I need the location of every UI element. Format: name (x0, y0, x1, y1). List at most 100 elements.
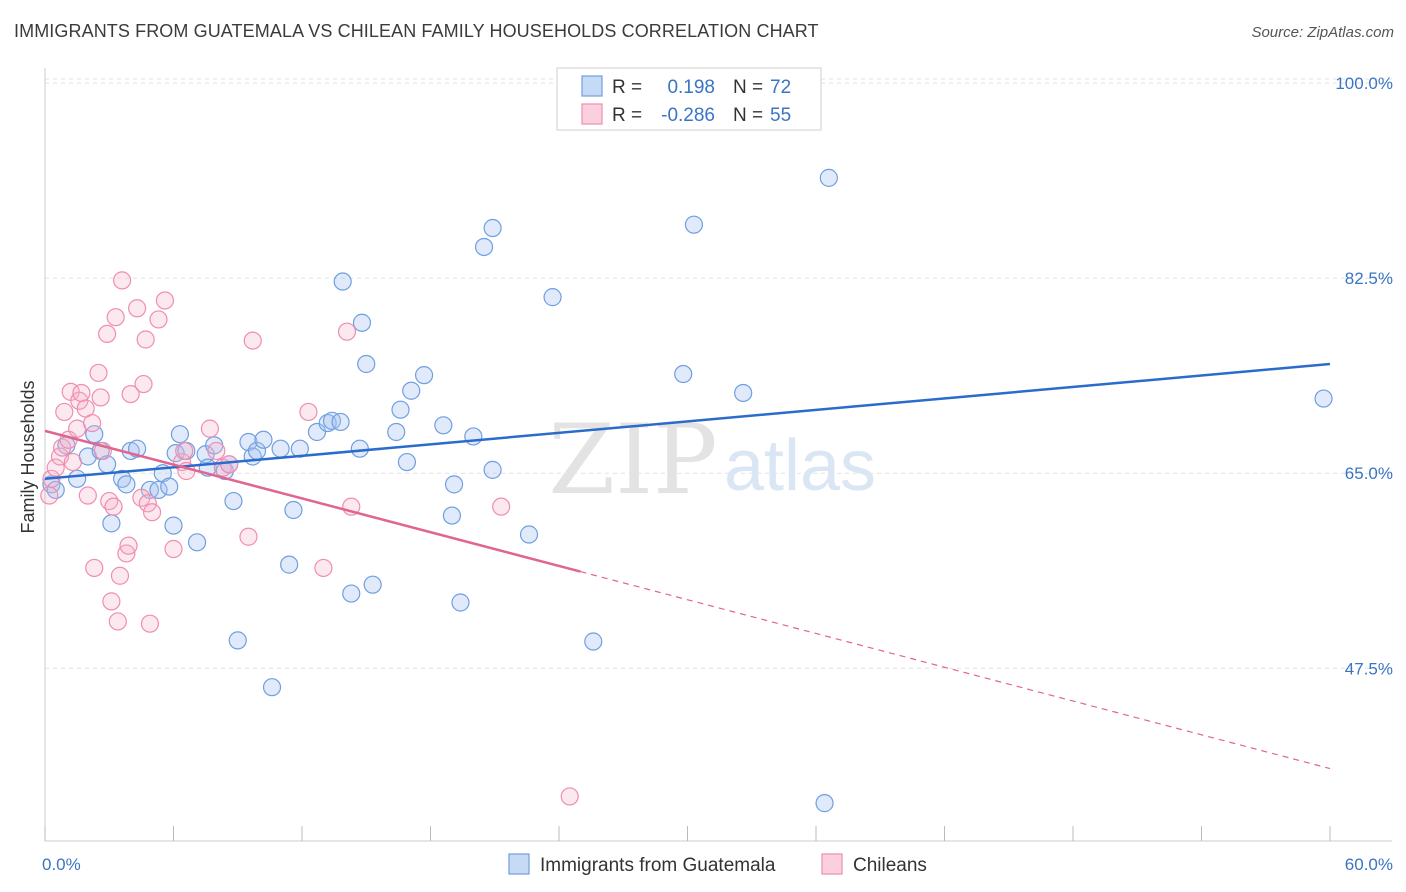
bottom-legend-label-chileans: Chileans (853, 855, 927, 876)
point-chileans (138, 494, 157, 513)
point-chileans (63, 452, 82, 472)
point-guatemala (674, 364, 693, 384)
point-guatemala (262, 678, 282, 697)
point-chileans (110, 566, 130, 585)
point-guatemala (464, 427, 483, 446)
point-guatemala (149, 480, 168, 500)
point-chileans (106, 308, 125, 327)
point-guatemala (352, 313, 372, 332)
point-chileans (89, 363, 108, 383)
point-guatemala (474, 237, 494, 257)
point-guatemala (519, 525, 539, 544)
point-guatemala (414, 366, 434, 385)
point-guatemala (434, 416, 453, 435)
axes (44, 68, 1392, 842)
watermark: ZIP atlas (548, 404, 876, 516)
trend-line-chileans-dashed (580, 570, 1331, 770)
point-chileans (83, 413, 102, 433)
x-tick-label-min: 0.0% (42, 855, 81, 874)
point-chileans (55, 402, 74, 422)
chart-title: IMMIGRANTS FROM GUATEMALA VS CHILEAN FAM… (14, 21, 819, 41)
point-chileans (112, 271, 132, 290)
point-guatemala (819, 168, 838, 187)
point-chileans (164, 539, 183, 559)
point-chileans (72, 383, 91, 403)
watermark-zip: ZIP (548, 404, 717, 516)
trend-lines (44, 362, 1331, 770)
point-chileans (337, 322, 357, 341)
point-chileans (239, 527, 258, 546)
y-tick-label: 100.0% (1335, 74, 1393, 93)
point-guatemala (284, 500, 303, 520)
point-chileans (98, 324, 117, 344)
legend-n-value-1: 72 (770, 77, 791, 98)
point-chileans (102, 592, 121, 611)
point-guatemala (734, 383, 753, 403)
point-chileans (108, 612, 127, 631)
point-guatemala (254, 430, 273, 449)
point-chileans (119, 536, 138, 555)
bottom-legend-swatch-guatemala (508, 853, 530, 875)
gridlines (45, 78, 1392, 669)
legend-n-label-1: N = (733, 77, 763, 98)
point-chileans (299, 402, 318, 422)
legend-r-value-2: -0.286 (661, 105, 715, 126)
point-chileans (140, 614, 160, 633)
point-guatemala (363, 575, 382, 594)
point-chileans (175, 441, 194, 461)
watermark-atlas: atlas (724, 426, 876, 506)
point-guatemala (442, 506, 462, 525)
legend-swatch-chileans (581, 103, 603, 125)
point-chileans (492, 497, 511, 516)
point-guatemala (387, 422, 406, 442)
point-guatemala (102, 514, 121, 533)
point-guatemala (342, 584, 361, 603)
point-guatemala (187, 533, 207, 552)
point-chileans (127, 299, 147, 318)
point-guatemala (160, 477, 179, 496)
point-chileans (207, 441, 226, 461)
source-label: Source: ZipAtlas.com (1251, 24, 1394, 41)
point-chileans (155, 291, 175, 310)
point-chileans (314, 558, 333, 578)
legend-n-label-2: N = (733, 105, 763, 126)
bottom-legend-label-guatemala: Immigrants from Guatemala (540, 855, 776, 876)
point-guatemala (350, 439, 369, 458)
point-guatemala (280, 555, 299, 574)
point-chileans (40, 486, 59, 505)
point-guatemala (444, 475, 464, 494)
point-chileans (134, 374, 153, 394)
point-chileans (85, 558, 104, 578)
point-chileans (136, 330, 155, 349)
point-guatemala (170, 425, 190, 444)
legend-r-label-2: R = (612, 105, 642, 126)
point-guatemala (397, 452, 417, 472)
point-chileans (91, 388, 110, 407)
point-guatemala (584, 632, 603, 651)
trend-line-guatemala (44, 362, 1331, 481)
point-guatemala (333, 272, 352, 291)
point-guatemala (543, 288, 562, 307)
point-chileans (243, 331, 262, 350)
legend-n-value-2: 55 (770, 105, 791, 126)
point-chileans (220, 455, 239, 474)
y-tick-label: 65.0% (1345, 464, 1393, 483)
legend-r-value-1: 0.198 (667, 77, 715, 98)
point-chileans (560, 787, 579, 806)
point-guatemala (483, 218, 502, 238)
x-tick-label-max: 60.0% (1345, 855, 1393, 874)
legend-swatch-guatemala (581, 75, 603, 97)
trend-line-chileans-solid (44, 429, 581, 573)
point-guatemala (228, 631, 247, 650)
point-guatemala (684, 215, 704, 234)
point-chileans (46, 458, 65, 477)
legend-r-label-1: R = (612, 77, 642, 98)
point-guatemala (483, 460, 502, 479)
point-guatemala (815, 794, 834, 813)
y-axis-label: Family Households (18, 380, 38, 533)
series-legend: Immigrants from Guatemala Chileans (508, 853, 927, 876)
point-guatemala (391, 400, 410, 419)
data-points (40, 168, 1333, 813)
point-chileans (104, 497, 123, 516)
